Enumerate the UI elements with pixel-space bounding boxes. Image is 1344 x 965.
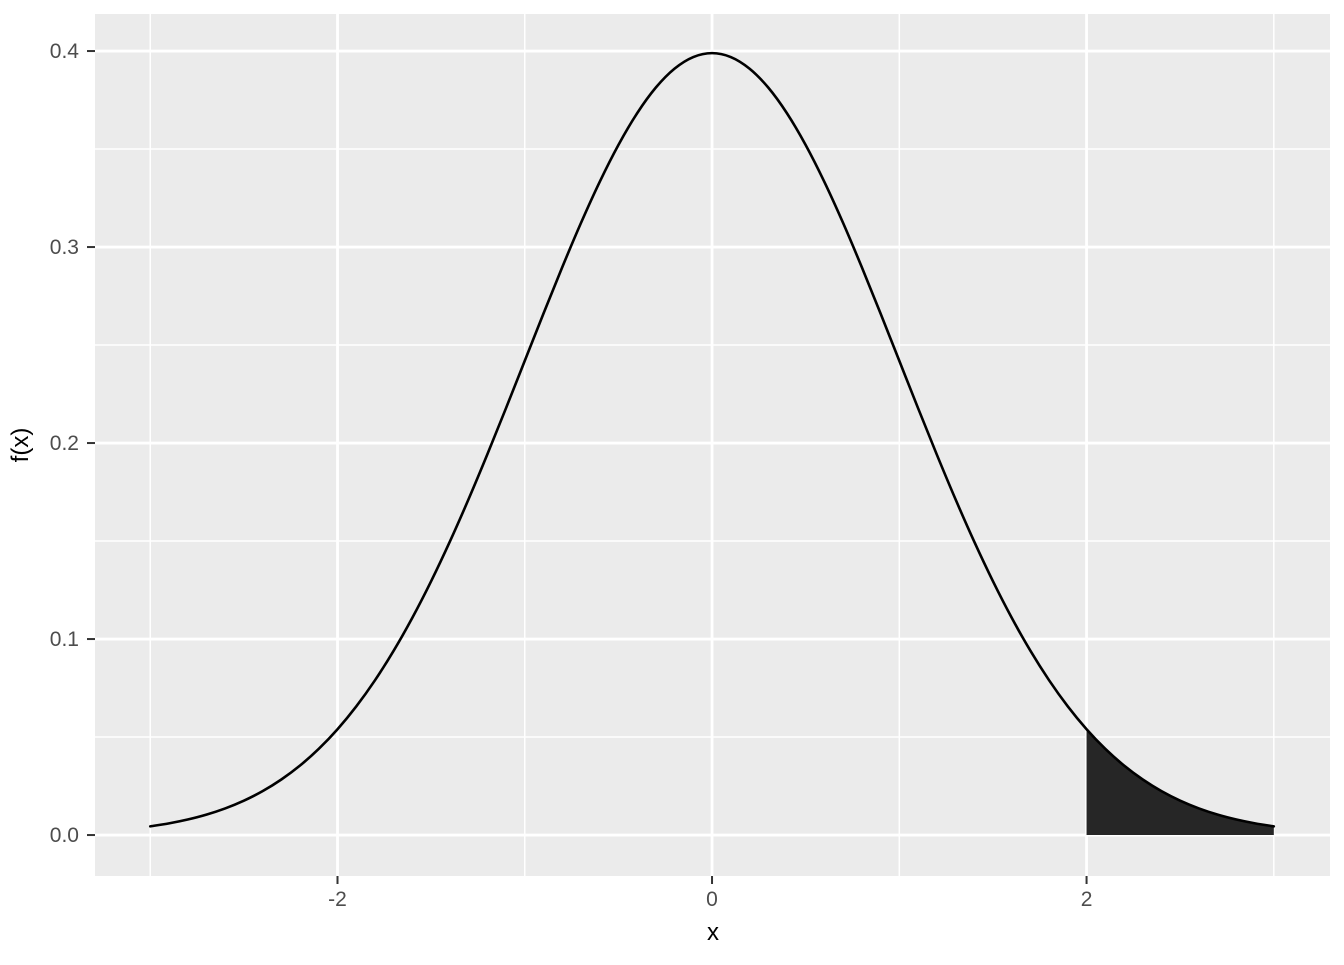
y-axis-title: f(x) bbox=[7, 428, 34, 463]
density-curve bbox=[148, 51, 1276, 828]
y-tick-label: 0.2 bbox=[50, 432, 79, 455]
y-axis-ticks bbox=[87, 50, 95, 837]
y-tick-label: 0.4 bbox=[50, 40, 80, 63]
x-axis-title: x bbox=[707, 919, 719, 946]
shaded-tail-region bbox=[1086, 729, 1274, 836]
x-axis-tick-labels: -2 0 2 bbox=[328, 888, 1092, 911]
x-tick-label: -2 bbox=[328, 888, 347, 911]
x-tick-label: 2 bbox=[1081, 888, 1093, 911]
x-tick-label: 0 bbox=[706, 888, 718, 911]
x-axis-ticks bbox=[336, 876, 1088, 884]
y-tick-label: 0.1 bbox=[50, 628, 79, 651]
y-tick-label: 0.0 bbox=[50, 824, 79, 847]
y-axis-tick-labels: 0.0 0.1 0.2 0.3 0.4 bbox=[50, 40, 80, 847]
y-tick-label: 0.3 bbox=[50, 236, 79, 259]
